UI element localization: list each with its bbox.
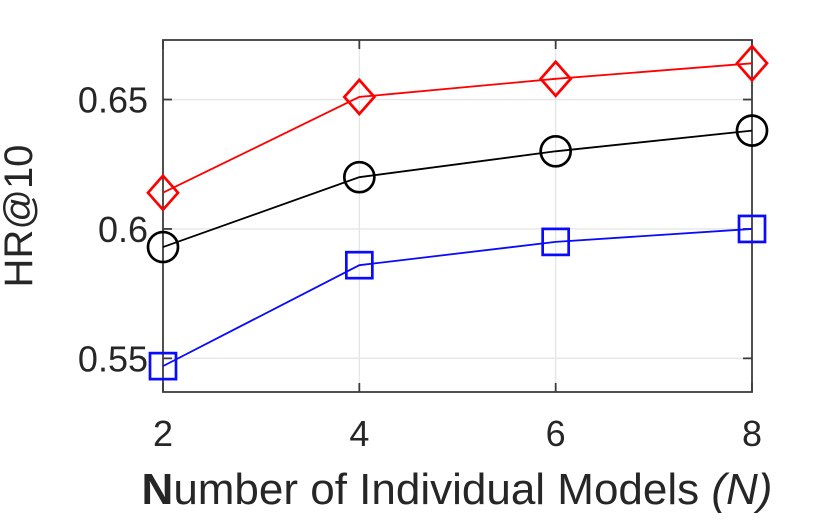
black-circle-series-line	[162, 129, 753, 248]
x-axis-label: Number of Individual Models (N)	[141, 465, 773, 514]
circle-marker	[146, 230, 180, 264]
circle-marker	[735, 114, 769, 147]
series-layer	[146, 44, 769, 381]
diamond-marker	[538, 59, 573, 98]
circle-marker	[539, 134, 573, 168]
y-axis-label: HR@10	[0, 145, 41, 288]
square-marker	[148, 351, 178, 381]
x-axis-label-bold-part: N	[141, 465, 174, 514]
circle-marker	[342, 160, 376, 194]
tick-label-layer: 2 4 6 8 0.55 0.6 0.65	[78, 80, 762, 454]
y-tick-label: 0.6	[98, 209, 148, 250]
square-marker	[541, 227, 571, 257]
blue-square-series-line	[162, 228, 753, 367]
square-marker	[344, 250, 374, 280]
red-diamond-series-line	[162, 62, 753, 194]
diamond-marker	[342, 77, 377, 116]
square-marker	[737, 214, 767, 244]
x-tick-label: 6	[546, 413, 566, 454]
x-tick-label: 4	[349, 413, 369, 454]
x-tick-label: 8	[742, 413, 762, 454]
grid-layer	[163, 40, 752, 392]
diamond-marker	[735, 44, 769, 83]
diamond-marker	[146, 173, 180, 212]
x-axis-label-italic-part: (N)	[711, 465, 773, 514]
x-tick-label: 2	[153, 413, 173, 454]
y-tick-label: 0.55	[78, 338, 148, 379]
y-tick-label: 0.65	[78, 80, 148, 121]
x-axis-label-regular-part: umber of Individual Models	[173, 465, 712, 514]
